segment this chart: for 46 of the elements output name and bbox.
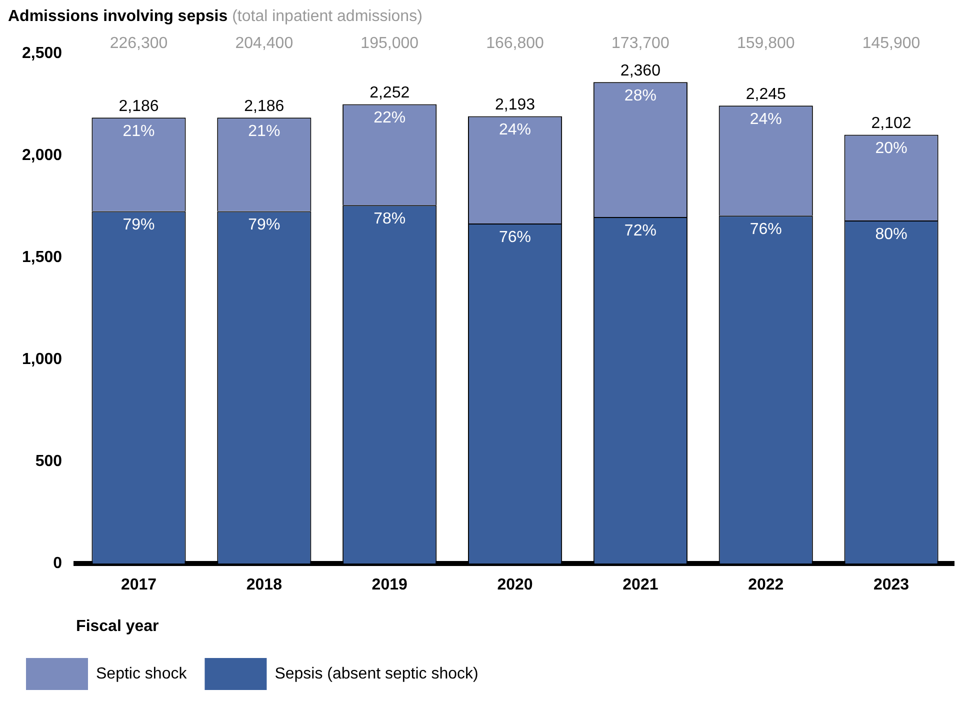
annotation: 80% [875,226,908,243]
x-tick-label: 2017 [120,576,157,594]
text: 166,800 [486,35,544,52]
total-label: 2,252 [370,84,410,102]
x-tick-label: 2021 [622,576,658,594]
y-tick-label: 1,500 [22,249,62,266]
annotation: 22% [374,110,406,127]
text: 204,400 [235,35,294,52]
x-tick-label: 2023 [873,576,910,594]
annotation: 72% [624,222,656,240]
total-label: 2,186 [118,98,159,116]
total-label: 2,245 [746,86,786,104]
annotation: 24% [750,111,782,128]
y-tick-label: 2,000 [22,147,62,164]
x-tick-label: 2022 [748,576,784,594]
text: 159,800 [736,35,795,52]
total-label: 2,186 [244,98,284,116]
annotation: 76% [499,228,532,246]
x-tick-label: 2020 [497,576,533,594]
annotation: 21% [248,123,280,140]
total-label: 2,193 [494,96,536,114]
legend-label: Septic shock [96,665,188,682]
y-tick-label: 500 [35,453,62,470]
annotation: 76% [750,220,782,238]
text: 173,700 [612,35,670,52]
text: 145,900 [862,35,920,52]
annotation: 28% [624,88,656,105]
annotation: 21% [122,123,155,140]
legend-label: Sepsis (absent septic shock) [274,665,478,682]
y-tick-label: 2,500 [22,45,62,62]
y-tick-label: 0 [53,555,62,572]
annotation: 78% [374,210,406,228]
annotation: 20% [875,140,908,158]
annotation: 24% [499,122,532,139]
x-tick-label: 2019 [372,576,408,594]
annotation: 79% [122,216,155,234]
total-label: 2,360 [620,62,661,80]
text: 195,000 [360,35,419,52]
chart-subtitle: (total inpatient admissions) [232,8,422,25]
total-label: 2,102 [871,115,912,132]
x-tick-label: 2018 [246,576,282,594]
annotation: 79% [248,216,280,234]
x-axis-title: Fiscal year [76,618,159,635]
text: 226,300 [110,35,168,52]
chart-title: Admissions involving sepsis [8,8,228,25]
y-tick-label: 1,000 [22,351,62,368]
